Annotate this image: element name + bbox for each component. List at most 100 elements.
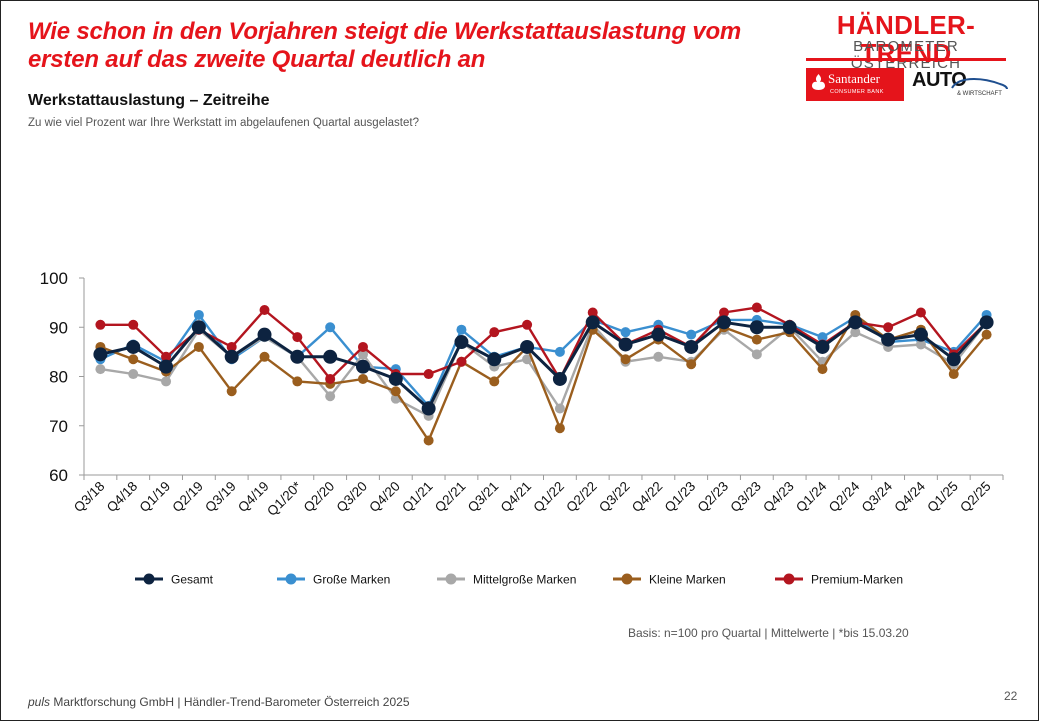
data-point (355, 359, 370, 374)
data-point (948, 369, 959, 380)
legend-item: Gesamt (135, 573, 214, 587)
data-point (522, 319, 533, 330)
x-tick-label: Q1/21 (399, 479, 436, 516)
logo-title: HÄNDLER-TREND (836, 10, 976, 68)
x-tick-label: Q3/22 (596, 479, 633, 516)
x-tick-label: Q2/20 (301, 479, 338, 516)
data-point (981, 329, 992, 340)
data-point (817, 364, 828, 375)
flame-icon (812, 74, 825, 90)
data-point (290, 349, 305, 364)
data-point (161, 351, 172, 362)
data-point (95, 319, 106, 330)
series-mittelgroße-marken (95, 317, 992, 421)
x-tick-label: Q3/20 (333, 479, 370, 516)
data-point (128, 354, 139, 365)
x-tick-label: Q1/19 (137, 479, 174, 516)
x-tick-label: Q2/22 (563, 479, 600, 516)
legend-marker (621, 573, 633, 585)
data-point (93, 347, 108, 362)
data-point (684, 339, 699, 354)
y-tick-label: 100 (40, 269, 68, 288)
data-point (686, 359, 697, 370)
data-point (292, 376, 303, 387)
data-point (554, 403, 565, 414)
x-tick-label: Q4/23 (760, 479, 797, 516)
auto-tagline: & WIRTSCHAFT (957, 91, 1002, 97)
survey-question: Zu wie viel Prozent war Ihre Werkstatt i… (28, 117, 419, 129)
santander-name: Santander (828, 71, 880, 86)
data-point (817, 332, 828, 343)
data-point (749, 320, 764, 335)
data-point (848, 315, 863, 330)
data-point (456, 356, 467, 367)
data-point (751, 302, 762, 313)
data-point (915, 339, 926, 350)
data-point (390, 386, 401, 397)
data-point (421, 401, 436, 416)
data-point (719, 307, 730, 318)
data-point (357, 349, 368, 360)
data-point (850, 327, 861, 338)
chart-subtitle: Werkstattauslastung – Zeitreihe (28, 92, 270, 109)
data-point (883, 322, 894, 333)
data-point (686, 329, 697, 340)
data-point (554, 346, 565, 357)
y-tick-label: 80 (49, 368, 68, 387)
data-point (259, 351, 270, 362)
data-point (915, 307, 926, 318)
data-point (717, 315, 732, 330)
x-tick-label: Q2/21 (432, 479, 469, 516)
legend-label: Premium-Marken (811, 573, 903, 587)
data-point (226, 341, 237, 352)
x-tick-label: Q3/19 (202, 479, 239, 516)
legend-label: Gesamt (171, 573, 214, 587)
data-point (128, 319, 139, 330)
data-point (751, 334, 762, 345)
footer: puls Marktforschung GmbH | Händler-Trend… (28, 695, 410, 709)
data-point (226, 386, 237, 397)
data-point (618, 337, 633, 352)
data-point (323, 349, 338, 364)
x-tick-label: Q3/18 (71, 479, 108, 516)
legend-item: Mittelgroße Marken (437, 573, 576, 587)
data-point (159, 359, 174, 374)
data-point (456, 324, 467, 335)
data-point (95, 364, 106, 375)
data-point (782, 320, 797, 335)
data-point (552, 371, 567, 386)
x-tick-label: Q2/23 (695, 479, 732, 516)
x-tick-label: Q3/23 (727, 479, 764, 516)
x-tick-label: Q2/19 (169, 479, 206, 516)
series-kleine-marken (95, 309, 992, 446)
x-tick-label: Q1/20* (264, 478, 305, 519)
chart-axes: 60 70 80 90 100 (40, 269, 1004, 485)
logo-divider (806, 58, 1006, 61)
y-tick-label: 70 (49, 417, 68, 436)
data-point (751, 349, 762, 360)
data-point (292, 332, 303, 343)
legend-item: Premium-Marken (775, 573, 903, 587)
series-gesamt (93, 315, 994, 416)
data-point (224, 349, 239, 364)
haendler-trend-logo: HÄNDLER-TREND BAROMETER ÖSTERREICH Santa… (806, 10, 1008, 101)
data-point (489, 327, 500, 338)
series-line (99, 313, 988, 442)
legend-item: Kleine Marken (613, 573, 726, 587)
legend-marker (143, 573, 155, 585)
data-point (325, 322, 336, 333)
legend-item: Große Marken (277, 573, 390, 587)
data-point (520, 339, 535, 354)
chart-legend: Gesamt Große Marken Mittelgroße Marken Klei… (135, 573, 903, 587)
x-tick-label: Q1/24 (793, 478, 830, 515)
data-point (193, 341, 204, 352)
x-tick-label: Q1/23 (662, 479, 699, 516)
headline: Wie schon in den Vorjahren steigt die We… (28, 18, 742, 73)
y-tick-label: 60 (49, 466, 68, 485)
data-point (979, 315, 994, 330)
x-tick-label: Q4/24 (891, 478, 928, 515)
data-point (161, 376, 172, 387)
data-point (388, 371, 403, 386)
data-point (454, 335, 469, 350)
